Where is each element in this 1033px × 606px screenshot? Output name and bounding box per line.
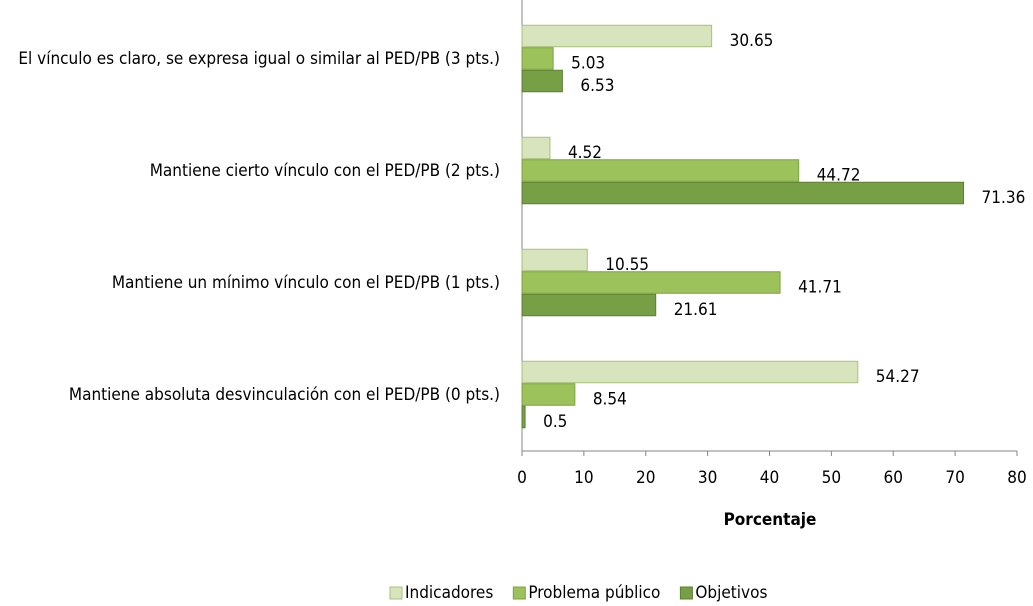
value-label: 10.55: [605, 255, 649, 275]
bar: [521, 293, 657, 317]
bar: [521, 181, 965, 205]
bar: [521, 24, 713, 48]
x-axis-label: Porcentaje: [724, 510, 817, 530]
bar: [521, 159, 800, 182]
bar: [521, 69, 563, 93]
x-tick-label: 0: [517, 468, 527, 488]
category-label: Mantiene absoluta desvinculación con el …: [68, 385, 500, 405]
x-tick-label: 20: [636, 468, 655, 488]
value-label: 5.03: [571, 54, 605, 74]
value-label: 54.27: [876, 367, 920, 387]
bar: [521, 405, 526, 429]
x-tick-label: 70: [945, 468, 964, 488]
legend-label: Indicadores: [405, 583, 493, 603]
category-label: Mantiene cierto vínculo con el PED/PB (2…: [149, 161, 500, 181]
legend-label: Problema público: [528, 583, 660, 603]
value-label: 71.36: [982, 188, 1026, 208]
x-tick-label: 50: [822, 468, 841, 488]
legend-swatch: [512, 586, 526, 600]
x-tick-label: 80: [1007, 468, 1026, 488]
category-label: El vínculo es claro, se expresa igual o …: [18, 49, 500, 69]
value-label: 44.72: [817, 166, 861, 186]
category-label: Mantiene un mínimo vínculo con el PED/PB…: [111, 273, 500, 293]
bar: [521, 383, 576, 406]
bar: [521, 360, 859, 384]
x-tick-label: 10: [574, 468, 593, 488]
value-label: 30.65: [730, 31, 774, 51]
legend-swatch: [389, 586, 403, 600]
value-label: 4.52: [568, 143, 602, 163]
value-label: 0.5: [543, 412, 567, 432]
x-tick-label: 30: [698, 468, 717, 488]
x-tick-label: 60: [884, 468, 903, 488]
value-label: 8.54: [593, 390, 627, 410]
bar: [521, 271, 781, 294]
value-label: 21.61: [674, 300, 718, 320]
bar: [521, 136, 551, 160]
legend-label: Objetivos: [695, 583, 767, 603]
x-tick-label: 40: [760, 468, 779, 488]
value-label: 6.53: [580, 76, 614, 96]
bar: [521, 47, 554, 70]
bar: [521, 248, 588, 272]
legend-swatch: [679, 586, 693, 600]
value-label: 41.71: [798, 278, 842, 298]
